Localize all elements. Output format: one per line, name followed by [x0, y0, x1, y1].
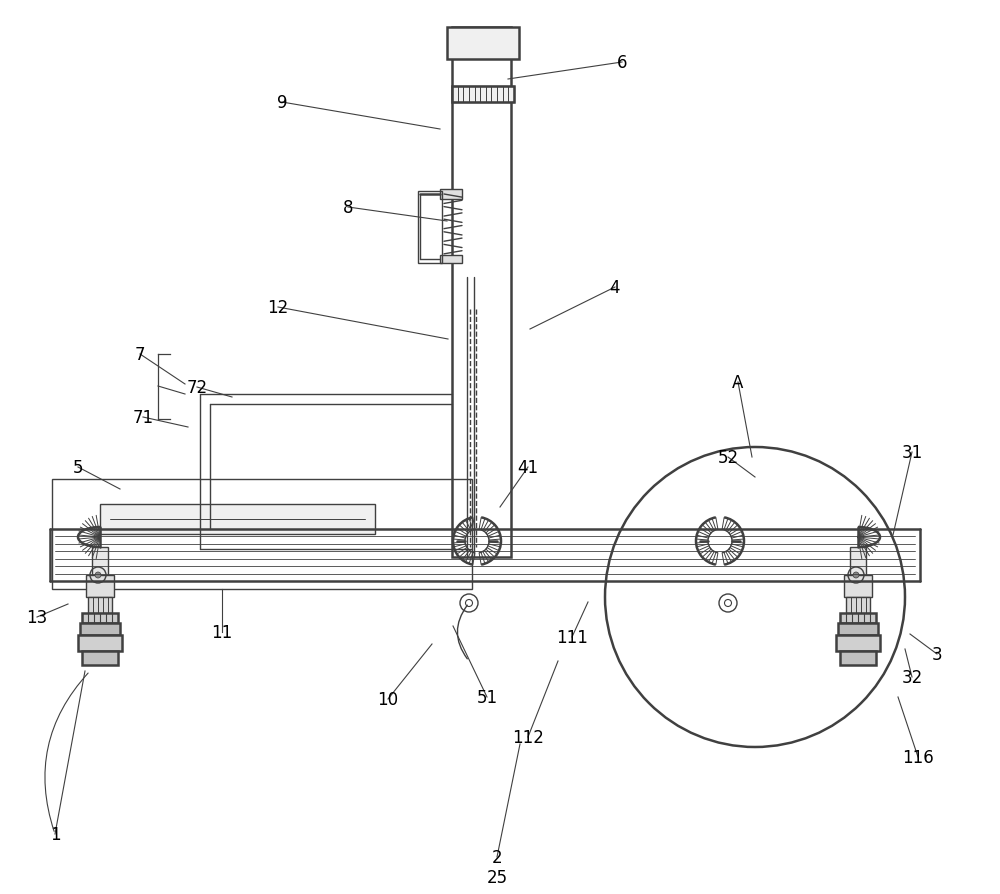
Bar: [850, 547, 866, 576]
Text: 32: 32: [901, 668, 923, 687]
Bar: [88, 597, 112, 613]
Circle shape: [724, 600, 732, 607]
Text: 7: 7: [135, 346, 145, 364]
Text: 112: 112: [512, 729, 544, 746]
Text: 6: 6: [617, 54, 627, 72]
Bar: [452, 28, 511, 557]
Text: 13: 13: [26, 608, 48, 627]
Text: 41: 41: [517, 459, 539, 477]
Bar: [840, 613, 876, 623]
Bar: [86, 576, 114, 597]
Bar: [846, 597, 870, 613]
Bar: [440, 190, 462, 199]
Bar: [418, 192, 442, 264]
Bar: [452, 87, 514, 103]
Text: 31: 31: [901, 443, 923, 461]
Text: 72: 72: [186, 378, 208, 397]
Text: 1: 1: [50, 825, 60, 843]
Text: 2: 2: [492, 848, 502, 866]
Bar: [836, 636, 880, 651]
Text: 52: 52: [717, 449, 739, 467]
Text: 12: 12: [267, 299, 289, 316]
Bar: [100, 504, 375, 535]
Bar: [840, 651, 876, 665]
Text: 5: 5: [73, 459, 83, 477]
Bar: [80, 623, 120, 636]
Text: 3: 3: [932, 645, 942, 663]
Bar: [52, 479, 472, 589]
Text: 111: 111: [556, 628, 588, 646]
Bar: [78, 636, 122, 651]
Circle shape: [466, 600, 473, 607]
Bar: [92, 547, 108, 576]
Text: 11: 11: [211, 623, 233, 641]
Bar: [82, 613, 118, 623]
Text: 25: 25: [486, 868, 508, 886]
Text: A: A: [732, 374, 744, 392]
Bar: [844, 576, 872, 597]
Bar: [82, 651, 118, 665]
Text: 4: 4: [610, 279, 620, 297]
Circle shape: [853, 572, 859, 578]
Text: 10: 10: [377, 690, 399, 708]
Bar: [838, 623, 878, 636]
Text: 71: 71: [132, 409, 154, 426]
Bar: [440, 256, 462, 264]
Text: 51: 51: [476, 688, 498, 706]
Text: 8: 8: [343, 198, 353, 216]
Bar: [452, 87, 514, 103]
Text: 9: 9: [277, 94, 287, 112]
Text: 116: 116: [902, 748, 934, 766]
Circle shape: [95, 572, 101, 578]
Bar: [447, 28, 519, 60]
